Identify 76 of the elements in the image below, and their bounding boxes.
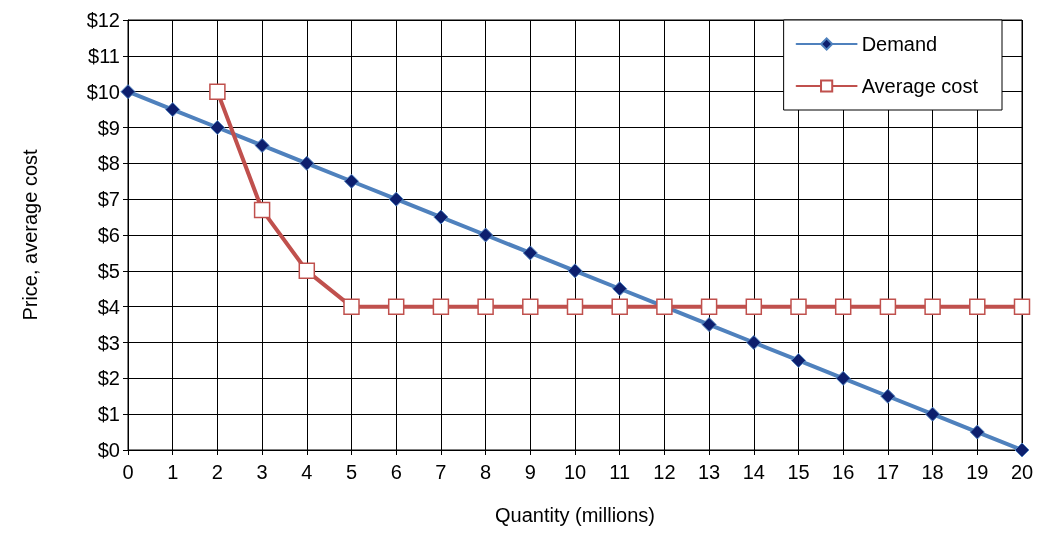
point [879,298,897,315]
y-tick-label: $2 [97,367,120,390]
x-tick-label: 9 [524,461,536,483]
x-tick-label: 15 [787,461,810,483]
point [701,317,717,333]
x-tick-label: 14 [742,461,765,483]
x-tick-label: 12 [653,461,676,483]
y-tick-label: $3 [97,331,120,354]
x-tick-label: 20 [1010,461,1034,483]
y-tick-label: $10 [86,80,120,103]
x-tick-label: 19 [966,461,989,483]
point [209,120,225,135]
point [387,298,405,315]
x-tick-label: 7 [435,461,447,483]
point [1014,442,1030,458]
point [522,245,538,261]
y-axis-title: Price, average cost [19,148,41,321]
point [209,83,226,100]
y-tick-label: $9 [97,116,120,139]
point [925,406,941,422]
point [522,298,539,315]
point [1013,298,1031,315]
point [746,335,762,350]
x-tick-label: 13 [697,461,721,483]
x-tick-label: 5 [345,461,358,483]
point [611,298,628,315]
point [477,298,494,315]
point [612,281,628,297]
x-tick-label: 8 [480,461,492,483]
y-tick-label: $4 [97,295,120,318]
x-tick-label: 6 [390,461,402,483]
point [835,370,851,386]
point [299,155,315,171]
point [253,201,271,219]
x-axis-title: Quantity (millions) [494,504,656,526]
legend-label: Demand [861,33,938,55]
legend-label: Average cost [861,75,979,97]
y-tick-label: $1 [97,403,120,426]
y-tick-label: $6 [97,224,120,246]
point [433,209,449,225]
point [791,352,806,368]
point [298,262,316,280]
y-tick-label: $8 [97,152,120,175]
x-tick-label: 4 [301,461,313,483]
y-tick-label: $12 [86,9,120,31]
point [388,191,404,207]
point [478,227,494,243]
x-tick-label: 11 [609,461,631,483]
x-tick-label: 10 [563,461,587,483]
point [120,84,136,100]
x-tick-label: 17 [876,461,900,483]
point [254,137,270,153]
point [432,298,450,315]
point [790,298,807,315]
point [834,298,852,315]
point [700,298,718,315]
point [344,173,359,189]
point [165,102,181,118]
point [924,298,941,315]
point [969,424,985,440]
x-tick-label: 16 [832,461,855,483]
x-tick-label: 18 [921,461,944,483]
x-tick-label: 0 [122,461,134,483]
point [567,263,583,279]
y-tick-label: $7 [97,188,120,211]
point [969,298,986,315]
x-tick-label: 3 [256,461,268,483]
point [745,298,763,315]
point [566,298,584,315]
y-tick-label: $11 [88,44,120,67]
point [880,388,896,404]
y-tick-label: $0 [97,439,120,461]
x-tick-label: 1 [167,461,179,483]
y-tick-label: $5 [97,259,120,282]
point [343,298,360,315]
x-tick-label: 2 [211,461,223,483]
